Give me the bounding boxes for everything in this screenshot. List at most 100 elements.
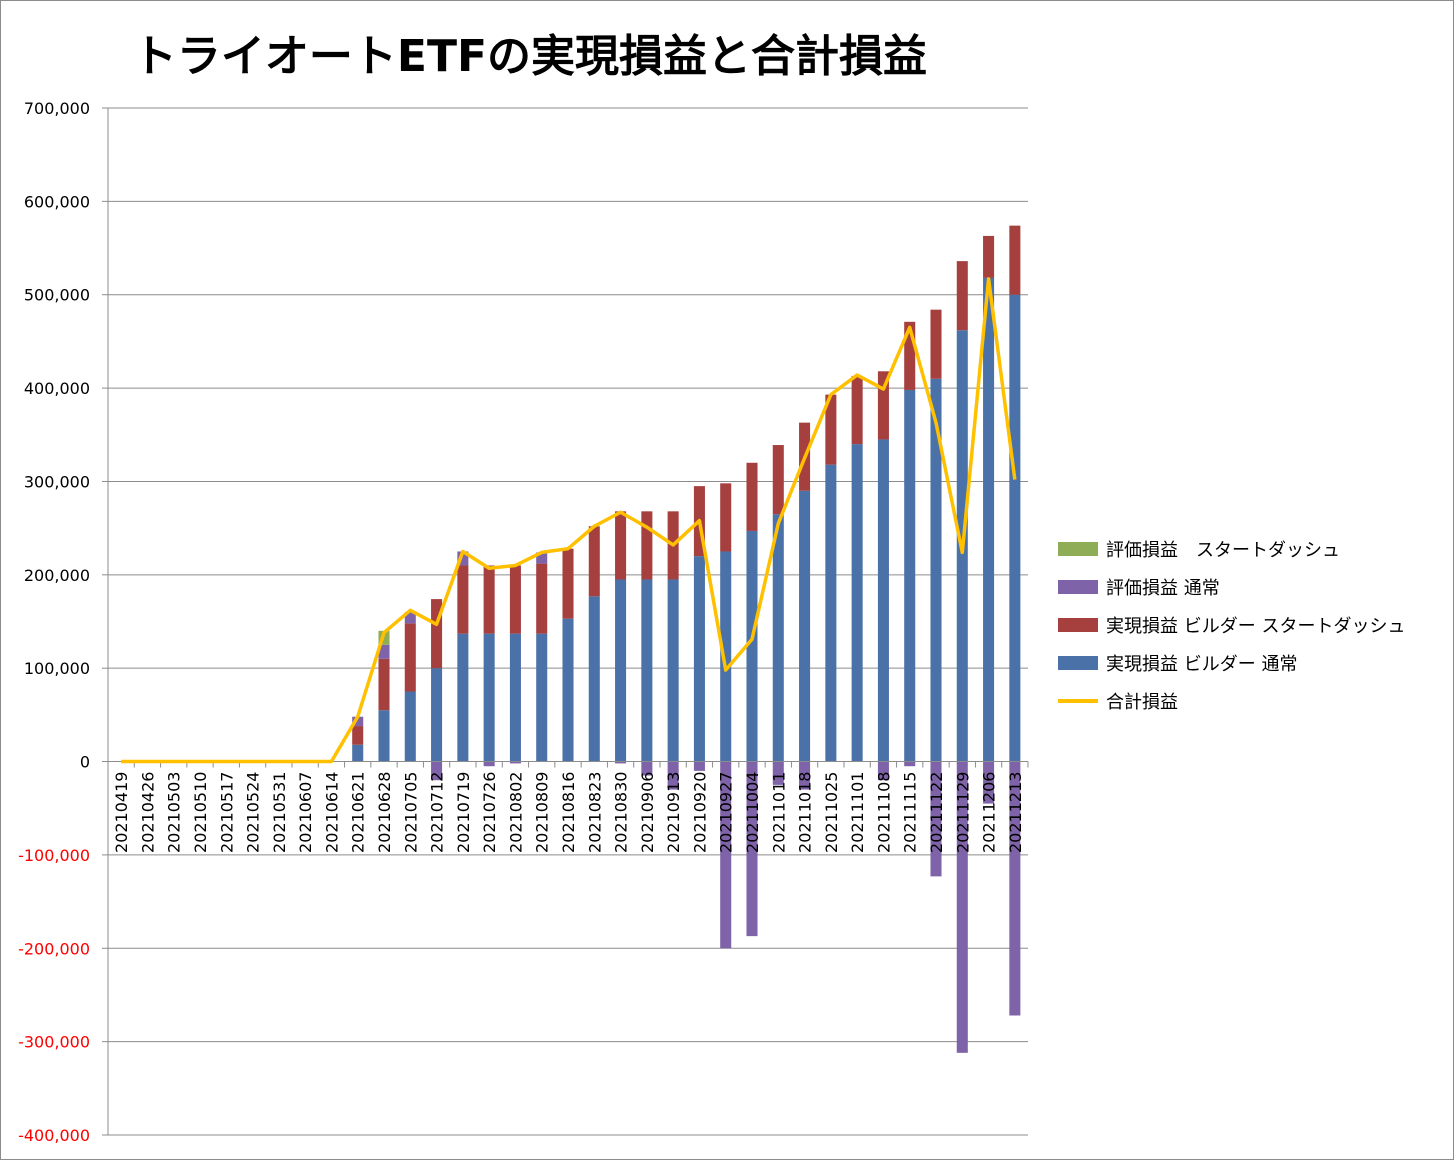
bar-segment xyxy=(720,551,732,762)
bar-segment xyxy=(641,579,653,762)
bar-segment xyxy=(457,565,469,634)
legend-item: 実現損益 ビルダー スタートダッシュ xyxy=(1058,606,1450,644)
x-tick-label: 20211213 xyxy=(1006,772,1025,853)
x-tick-label: 20210906 xyxy=(638,772,657,853)
x-tick-label: 20211101 xyxy=(848,772,867,853)
x-tick-label: 20210614 xyxy=(322,772,341,853)
x-tick-label: 20211011 xyxy=(769,772,788,853)
y-tick-label: -200,000 xyxy=(18,939,90,958)
x-tick-label: 20210712 xyxy=(428,772,447,853)
legend-swatch xyxy=(1058,699,1098,703)
bar-segment xyxy=(641,761,653,776)
bar-segment xyxy=(746,462,758,531)
bar-segment xyxy=(851,444,863,762)
bar-segment xyxy=(352,744,364,762)
x-tick-label: 20211206 xyxy=(980,772,999,853)
x-tick-label: 20210927 xyxy=(717,772,736,853)
y-tick-label: 500,000 xyxy=(24,286,90,305)
x-tick-label: 20210920 xyxy=(690,772,709,853)
bar-segment xyxy=(746,761,758,937)
bar-segment xyxy=(930,309,942,379)
bar-segment xyxy=(404,612,416,624)
y-tick-label: 0 xyxy=(80,753,90,772)
legend-swatch xyxy=(1058,580,1098,594)
bar-segment xyxy=(693,556,705,762)
bar-segment xyxy=(431,599,443,669)
bar-segment xyxy=(772,445,784,515)
legend-label: 評価損益 通常 xyxy=(1106,578,1220,599)
bar-segment xyxy=(483,761,495,767)
legend-item: 実現損益 ビルダー 通常 xyxy=(1058,644,1450,682)
bar-segment xyxy=(536,563,548,634)
bar-segment xyxy=(930,761,942,877)
legend-swatch xyxy=(1058,542,1098,556)
x-tick-label: 20210816 xyxy=(559,772,578,853)
x-tick-label: 20210531 xyxy=(270,772,289,853)
bar-segment xyxy=(904,321,916,390)
bar-segment xyxy=(536,552,548,564)
x-tick-label: 20210705 xyxy=(401,772,420,853)
x-tick-label: 20210802 xyxy=(506,772,525,853)
bar-segment xyxy=(509,633,521,762)
legend-item: 評価損益 通常 xyxy=(1058,568,1450,606)
bar-segment xyxy=(825,394,837,465)
bar-segment xyxy=(352,716,364,727)
bar-segment xyxy=(799,490,811,762)
bar-segment xyxy=(509,761,521,764)
bar-segment xyxy=(877,761,889,781)
bar-segment xyxy=(720,761,732,949)
x-tick-label: 20210809 xyxy=(533,772,552,853)
bar-segment xyxy=(615,761,627,764)
bar-segment xyxy=(825,464,837,762)
legend-label: 評価損益 スタートダッシュ xyxy=(1106,540,1340,561)
bar-segment xyxy=(983,277,995,762)
x-tick-label: 20210621 xyxy=(349,772,368,853)
x-tick-label: 20210913 xyxy=(664,772,683,853)
bar-segment xyxy=(904,389,916,762)
bar-segment xyxy=(404,623,416,692)
bar-segment xyxy=(615,511,627,580)
bar-segment xyxy=(667,761,679,790)
x-tick-label: 20210503 xyxy=(165,772,184,853)
bar-segment xyxy=(352,726,364,745)
bar-segment xyxy=(983,235,995,278)
x-tick-label: 20210628 xyxy=(375,772,394,853)
bar-segment xyxy=(877,371,889,440)
y-tick-label: 200,000 xyxy=(24,566,90,585)
bar-segment xyxy=(720,483,732,552)
x-tick-label: 20210719 xyxy=(454,772,473,853)
x-tick-label: 20211129 xyxy=(953,772,972,853)
bar-segment xyxy=(378,658,390,711)
bar-segment xyxy=(904,761,916,767)
bar-segment xyxy=(983,761,995,804)
y-tick-label: -100,000 xyxy=(18,846,90,865)
bar-segment xyxy=(378,710,390,762)
legend-item: 評価損益 スタートダッシュ xyxy=(1058,530,1450,568)
x-tick-label: 20211122 xyxy=(927,772,946,853)
legend-label: 実現損益 ビルダー 通常 xyxy=(1106,654,1298,675)
x-tick-label: 20210726 xyxy=(480,772,499,853)
bar-segment xyxy=(562,548,574,619)
bar-segment xyxy=(799,761,811,790)
legend-swatch xyxy=(1058,618,1098,632)
y-tick-label: 600,000 xyxy=(24,192,90,211)
chart-title: トライオートETFの実現損益と合計損益 xyxy=(132,31,928,82)
bar-segment xyxy=(930,378,942,762)
bar-segment xyxy=(693,761,705,771)
y-tick-label: -400,000 xyxy=(18,1126,90,1145)
legend-item: 合計損益 xyxy=(1058,682,1450,720)
bar-segment xyxy=(615,579,627,762)
bar-segment xyxy=(956,761,968,1053)
bar-segment xyxy=(1009,225,1021,295)
bar-segment xyxy=(746,530,758,762)
bar-segment xyxy=(772,514,784,762)
bar-segment xyxy=(1009,294,1021,762)
bar-segment xyxy=(457,551,469,566)
x-tick-label: 20210517 xyxy=(217,772,236,853)
x-tick-label: 20210510 xyxy=(191,772,210,853)
series-line-total xyxy=(121,277,1017,764)
y-tick-label: 300,000 xyxy=(24,472,90,491)
x-tick-label: 20211115 xyxy=(901,772,920,853)
x-tick-label: 20210607 xyxy=(296,772,315,853)
bar-segment xyxy=(588,596,600,762)
